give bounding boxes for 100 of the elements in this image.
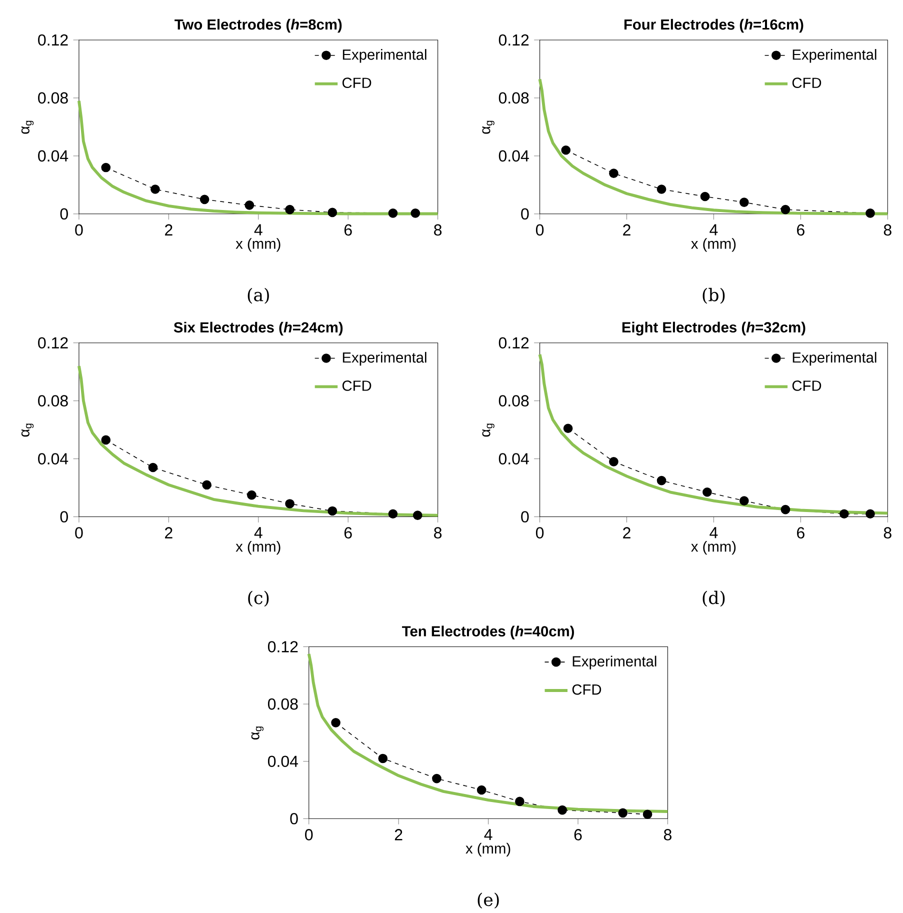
chart-title: Six Electrodes (h=24cm) — [174, 322, 343, 336]
legend-label: Experimental — [793, 352, 876, 366]
point — [202, 480, 212, 490]
y-tick-label: 0 — [60, 511, 68, 522]
y-tick-label: 0.04 — [499, 453, 530, 464]
point — [657, 476, 666, 486]
x-tick-label: 6 — [574, 829, 582, 840]
legend-label: Experimental — [793, 49, 876, 63]
y-tick-label: 0 — [290, 813, 298, 824]
point — [388, 509, 398, 519]
point — [247, 490, 257, 500]
legend-label: CFD — [342, 380, 372, 391]
y-tick-label: 0.12 — [38, 34, 68, 46]
point — [564, 424, 573, 434]
point — [285, 499, 295, 508]
x-tick-label: 0 — [536, 224, 544, 236]
line-series — [538, 78, 890, 216]
point — [328, 208, 338, 218]
x-tick-label: 4 — [710, 527, 718, 538]
point — [410, 208, 420, 218]
text: (e) — [478, 892, 500, 909]
x-tick-label: 2 — [395, 829, 402, 840]
x-tick-label: 8 — [434, 527, 442, 538]
x-tick-label: 0 — [536, 527, 544, 538]
y-axis-title: α$_{g}$ — [22, 424, 34, 437]
chart-title: Ten Electrodes (h=40cm) — [402, 626, 574, 640]
point — [840, 509, 850, 519]
text: (b) — [702, 288, 725, 304]
legend-label: CFD — [342, 78, 372, 88]
point — [609, 457, 619, 466]
x-axis-title: x (mm) — [466, 842, 510, 857]
point — [413, 510, 422, 520]
point — [432, 774, 442, 784]
x-tick-label: 0 — [75, 527, 83, 538]
y-tick-label: 0.12 — [38, 337, 68, 348]
x-tick-label: 2 — [165, 527, 173, 538]
text: (d) — [702, 590, 725, 607]
point — [244, 200, 254, 210]
point — [148, 462, 158, 472]
x-tick-label: 6 — [344, 224, 352, 236]
y-axis-title: α$_{g}$ — [482, 424, 495, 437]
point — [702, 487, 712, 497]
text: (c) — [248, 590, 269, 607]
text: (a) — [248, 288, 270, 304]
point — [200, 194, 210, 204]
x-tick-label: 8 — [434, 224, 442, 236]
x-tick-label: 2 — [623, 527, 631, 538]
point — [657, 184, 666, 194]
y-axis-title: α$_{g}$ — [252, 726, 264, 740]
chart-title: Four Electrodes (h=16cm) — [624, 18, 804, 33]
point — [740, 198, 749, 207]
point — [285, 204, 295, 214]
legend-label: Experimental — [343, 49, 426, 63]
x-tick-label: 2 — [165, 224, 173, 236]
y-tick-label: 0.04 — [268, 756, 298, 767]
point — [328, 506, 338, 516]
y-tick-label: 0.04 — [499, 150, 530, 162]
legend-label: CFD — [792, 380, 822, 391]
x-tick-label: 6 — [344, 527, 352, 538]
y-tick-label: 0.08 — [499, 92, 529, 104]
y-axis-title: α$_{g}$ — [22, 120, 34, 134]
point — [331, 718, 341, 728]
y-tick-label: 0.04 — [38, 453, 68, 464]
point — [866, 208, 876, 218]
y-tick-label: 0 — [521, 511, 529, 522]
y-tick-label: 0.08 — [268, 698, 298, 710]
point — [101, 435, 111, 445]
point — [618, 808, 628, 818]
y-tick-label: 0.08 — [38, 92, 68, 104]
x-tick-label: 4 — [484, 829, 492, 840]
legend-label: CFD — [572, 684, 602, 695]
x-axis-title: x (mm) — [236, 238, 280, 252]
point — [643, 810, 652, 820]
point — [740, 496, 749, 506]
y-tick-label: 0 — [60, 208, 68, 220]
point — [101, 162, 111, 172]
y-tick-label: 0 — [521, 208, 529, 220]
point — [150, 184, 160, 194]
point — [558, 805, 568, 815]
chart-title: Eight Electrodes (h=32cm) — [622, 322, 806, 336]
point — [388, 208, 398, 218]
x-tick-label: 8 — [884, 224, 892, 236]
point — [378, 754, 388, 764]
x-tick-label: 4 — [710, 224, 718, 236]
point — [477, 785, 486, 795]
point — [866, 509, 876, 519]
x-tick-label: 2 — [623, 224, 631, 236]
legend-label: Experimental — [343, 352, 426, 366]
y-tick-label: 0.08 — [499, 395, 529, 406]
y-tick-label: 0.08 — [38, 395, 68, 406]
x-tick-label: 4 — [254, 224, 263, 236]
point — [609, 168, 619, 178]
x-tick-label: 8 — [884, 527, 892, 538]
x-axis-title: x (mm) — [691, 238, 736, 252]
legend-label: CFD — [792, 78, 822, 88]
y-tick-label: 0.12 — [499, 337, 529, 348]
x-tick-label: 0 — [75, 224, 83, 236]
y-tick-label: 0.12 — [499, 34, 529, 46]
line-series — [78, 364, 440, 517]
x-axis-title: x (mm) — [691, 540, 736, 555]
